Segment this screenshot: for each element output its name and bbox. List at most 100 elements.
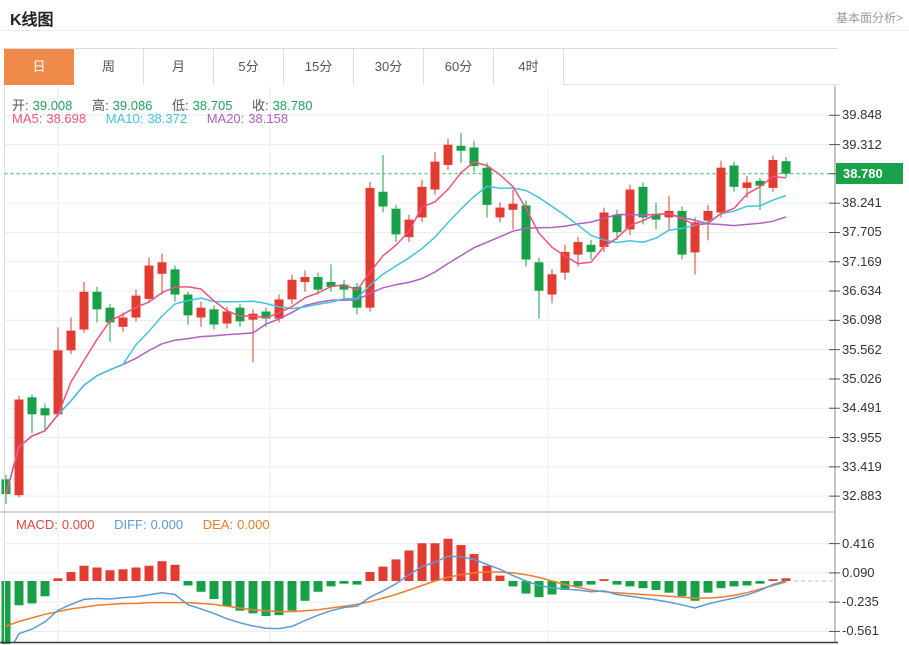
macd-bar bbox=[638, 581, 648, 589]
macd-tick-label: 0.090 bbox=[842, 564, 875, 580]
macd-bar bbox=[131, 567, 141, 581]
macd-bar bbox=[378, 566, 388, 581]
macd-bar bbox=[443, 538, 453, 581]
candle-body bbox=[222, 311, 232, 324]
macd-bar bbox=[586, 581, 596, 585]
high-label: 高: bbox=[92, 98, 109, 113]
candle-body bbox=[183, 294, 193, 316]
candle-body bbox=[625, 189, 635, 230]
macd-bar bbox=[391, 559, 401, 581]
candle-body bbox=[92, 291, 102, 310]
tab-timeframe-7[interactable]: 4时 bbox=[494, 49, 564, 85]
candle-body bbox=[365, 187, 375, 308]
grid-layer bbox=[4, 86, 835, 643]
candle-body bbox=[521, 205, 531, 260]
price-tick-label: 37.169 bbox=[842, 253, 882, 269]
macd-bar bbox=[53, 578, 63, 581]
tab-timeframe-6[interactable]: 60分 bbox=[424, 49, 494, 85]
candle-body bbox=[326, 281, 336, 287]
macd-bar bbox=[404, 550, 414, 581]
macd-bar bbox=[1, 581, 11, 644]
macd-bar bbox=[560, 581, 570, 590]
price-tick-label: 39.312 bbox=[842, 136, 882, 152]
candle-body bbox=[53, 350, 63, 415]
close-value: 38.780 bbox=[272, 98, 313, 113]
macd-bar bbox=[703, 581, 713, 593]
candle-body bbox=[781, 161, 791, 174]
macd-bar bbox=[677, 581, 687, 597]
tab-timeframe-2[interactable]: 月 bbox=[144, 49, 214, 85]
macd-histogram-layer bbox=[1, 538, 791, 644]
macd-bar bbox=[755, 581, 765, 584]
candle-body bbox=[79, 291, 89, 330]
candle-body bbox=[547, 274, 557, 295]
dea-line-path bbox=[5, 571, 787, 627]
tab-timeframe-0[interactable]: 日 bbox=[4, 49, 74, 85]
macd-readout: MACD: 0.000 DIFF: 0.000 DEA: 0.000 bbox=[16, 517, 274, 532]
macd-bar bbox=[170, 564, 180, 581]
candle-body bbox=[690, 222, 700, 253]
candle-body bbox=[157, 262, 167, 274]
macd-bar bbox=[573, 581, 583, 587]
candle-body bbox=[703, 210, 713, 221]
tab-timeframe-1[interactable]: 周 bbox=[74, 49, 144, 85]
low-value: 38.705 bbox=[192, 98, 233, 113]
macd-value: 0.000 bbox=[61, 517, 95, 532]
candle-body bbox=[313, 277, 323, 290]
candle-body bbox=[742, 182, 752, 188]
macd-bar bbox=[521, 581, 531, 594]
macd-bar bbox=[144, 565, 154, 581]
ma20-label: MA20: bbox=[206, 111, 245, 126]
macd-bar bbox=[508, 581, 518, 587]
ma10-value: 38.372 bbox=[147, 111, 188, 126]
price-tick-label: 33.419 bbox=[842, 458, 882, 474]
macd-bar bbox=[313, 581, 323, 592]
macd-bar bbox=[599, 579, 609, 581]
macd-bar bbox=[495, 575, 505, 581]
candle-body bbox=[261, 311, 271, 319]
candle-body bbox=[339, 284, 349, 290]
macd-bar bbox=[92, 567, 102, 581]
fundamental-analysis-link[interactable]: 基本面分析> bbox=[835, 11, 903, 25]
macd-tick-label: 0.416 bbox=[842, 535, 875, 551]
frame-layer bbox=[0, 86, 840, 644]
candle-body bbox=[404, 219, 414, 238]
current-price-label: 38.780 bbox=[836, 163, 903, 185]
tab-timeframe-5[interactable]: 30分 bbox=[354, 49, 424, 85]
macd-bar bbox=[66, 572, 76, 581]
price-tick-label: 33.955 bbox=[842, 429, 882, 445]
candle-body bbox=[716, 167, 726, 213]
price-tick-label: 36.098 bbox=[842, 312, 882, 328]
candle-body bbox=[66, 330, 76, 351]
macd-bar bbox=[664, 581, 674, 593]
candle-body bbox=[495, 207, 505, 218]
macd-label: MACD: bbox=[16, 517, 58, 532]
candle-body bbox=[573, 242, 583, 255]
candle-body bbox=[105, 307, 115, 323]
tab-timeframe-3[interactable]: 5分 bbox=[214, 49, 284, 85]
diff-value: 0.000 bbox=[150, 517, 184, 532]
price-tick-label: 35.562 bbox=[842, 341, 882, 357]
price-tick-label: 32.883 bbox=[842, 488, 882, 504]
price-tick-label: 38.241 bbox=[842, 195, 882, 211]
candles-layer bbox=[1, 132, 791, 504]
candle-body bbox=[40, 408, 50, 416]
macd-bar bbox=[261, 581, 271, 617]
candle-body bbox=[755, 180, 765, 186]
candle-body bbox=[443, 144, 453, 165]
ma10-label: MA10: bbox=[105, 111, 144, 126]
tab-timeframe-4[interactable]: 15分 bbox=[284, 49, 354, 85]
candle-body bbox=[729, 165, 739, 187]
macd-bar bbox=[729, 581, 739, 587]
candle-body bbox=[274, 299, 284, 319]
macd-bar bbox=[742, 581, 752, 586]
macd-bar bbox=[456, 545, 466, 581]
high-value: 39.086 bbox=[112, 98, 153, 113]
ma5-value: 38.698 bbox=[46, 111, 87, 126]
close-label: 收: bbox=[252, 98, 269, 113]
timeframe-tabbar: 日周月 5分 15分 30分 60分 4时 bbox=[4, 48, 838, 85]
macd-bar bbox=[781, 578, 791, 581]
ma-lines-layer bbox=[5, 161, 787, 495]
ma10-line bbox=[5, 185, 787, 495]
